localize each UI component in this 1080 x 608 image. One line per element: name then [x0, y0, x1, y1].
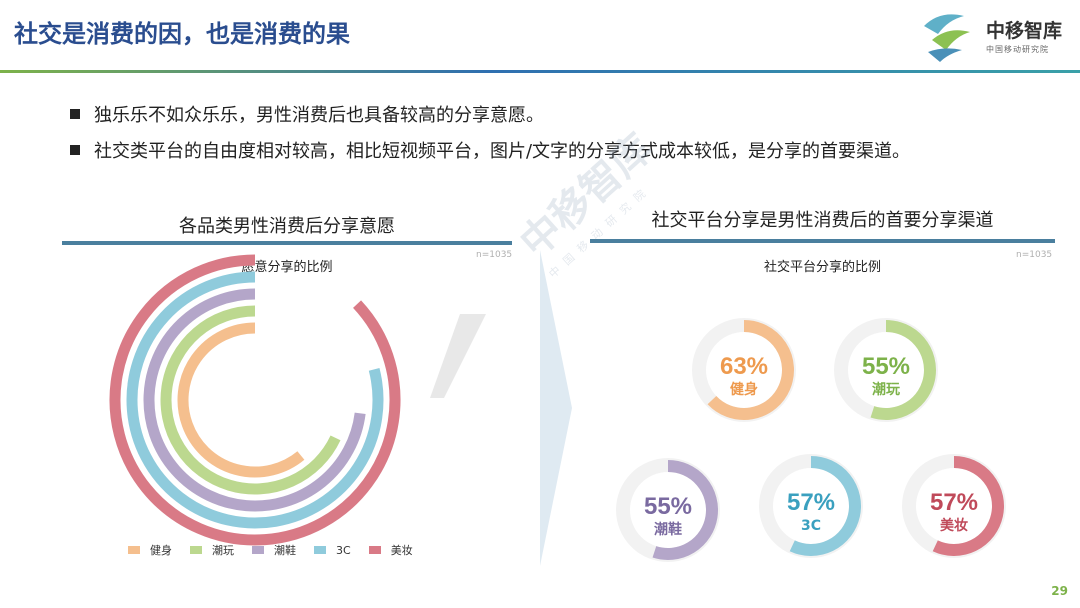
- left-chart-subtitle: 愿意分享的比例: [241, 260, 333, 275]
- bullet-item: 独乐乐不如众乐乐，男性消费后也具备较高的分享意愿。: [70, 96, 910, 132]
- left-panel-title: 各品类男性消费后分享意愿: [179, 216, 395, 237]
- donut-category-label: 健身: [730, 381, 758, 398]
- page-number: 29: [1051, 584, 1068, 598]
- bullet-list: 独乐乐不如众乐乐，男性消费后也具备较高的分享意愿。 社交类平台的自由度相对较高，…: [70, 96, 910, 168]
- donut-percent-label: 57%: [930, 489, 978, 516]
- donut-arc-3C: [789, 456, 861, 556]
- right-panel-divider: [590, 239, 1055, 243]
- bullet-item: 社交类平台的自由度相对较高，相比短视频平台，图片/文字的分享方式成本较低，是分享…: [70, 132, 910, 168]
- donut-arc-健身: [707, 320, 794, 420]
- donut-category-label: 潮鞋: [654, 521, 682, 538]
- radial-bar-健身: [177, 322, 305, 478]
- radial-bar-潮玩: [160, 305, 341, 495]
- donut-hole: [916, 468, 992, 544]
- donut-arc-美妆: [932, 456, 1004, 556]
- donut-category-label: 潮玩: [872, 381, 900, 398]
- slash-logo-icon: [430, 314, 486, 398]
- donut-hole: [706, 332, 782, 408]
- bullet-text: 社交类平台的自由度相对较高，相比短视频平台，图片/文字的分享方式成本较低，是分享…: [94, 141, 911, 162]
- logo-subtitle: 中国移动研究院: [986, 45, 1049, 54]
- left-panel-divider: [62, 241, 512, 245]
- legend-item: 潮鞋: [252, 542, 296, 558]
- donut-percent-label: 63%: [720, 353, 768, 380]
- donut-arc-潮玩: [870, 320, 936, 420]
- radial-bar-美妆: [109, 254, 401, 546]
- donut-hole: [773, 468, 849, 544]
- donut-background: [759, 454, 863, 558]
- donut-percent-label: 57%: [787, 489, 835, 516]
- legend-label: 3C: [336, 543, 351, 557]
- legend-swatch: [314, 546, 326, 554]
- left-sample-note: n=1035: [476, 250, 513, 260]
- legend-swatch: [128, 546, 140, 554]
- donut-background: [692, 318, 796, 422]
- legend-label: 潮玩: [212, 544, 234, 557]
- bullet-text: 独乐乐不如众乐乐，男性消费后也具备较高的分享意愿。: [94, 105, 544, 126]
- brand-logo: 中移智库 中国移动研究院: [918, 6, 1078, 66]
- donut-percent-label: 55%: [644, 493, 692, 520]
- donut-background: [616, 458, 720, 562]
- header-divider: [0, 70, 1080, 73]
- donut-background: [834, 318, 938, 422]
- legend-label: 潮鞋: [274, 544, 296, 557]
- logo-icon: [924, 14, 970, 62]
- donut-background: [902, 454, 1006, 558]
- donut-hole: [630, 472, 706, 548]
- legend-item: 美妆: [368, 542, 413, 558]
- legend-item: 3C: [314, 544, 351, 557]
- donut-category-label: 美妆: [940, 517, 968, 534]
- donut-category-label: 3C: [801, 518, 821, 534]
- bullet-square-icon: [70, 109, 80, 119]
- logo-name: 中移智库: [986, 20, 1063, 42]
- right-panel-title: 社交平台分享是男性消费后的首要分享渠道: [651, 210, 994, 231]
- legend-label: 美妆: [390, 544, 413, 557]
- legend-swatch: [252, 546, 264, 554]
- legend-label: 健身: [150, 544, 172, 557]
- legend-item: 潮玩: [190, 542, 234, 558]
- donut-hole: [848, 332, 924, 408]
- right-chart-subtitle: 社交平台分享的比例: [763, 260, 881, 275]
- radial-bar-潮鞋: [143, 288, 366, 512]
- legend-swatch: [368, 546, 381, 554]
- radial-bar-3C: [126, 271, 384, 529]
- chevron-right-icon: [540, 250, 572, 566]
- donut-arc-潮鞋: [652, 460, 718, 560]
- page-title: 社交是消费的因，也是消费的果: [14, 20, 350, 48]
- bullet-square-icon: [70, 145, 80, 155]
- legend-swatch: [190, 546, 202, 554]
- legend-item: 健身: [128, 542, 172, 558]
- donut-percent-label: 55%: [862, 353, 910, 380]
- chart-legend: 健身 潮玩 潮鞋 3C 美妆: [128, 542, 431, 558]
- right-sample-note: n=1035: [1016, 250, 1053, 260]
